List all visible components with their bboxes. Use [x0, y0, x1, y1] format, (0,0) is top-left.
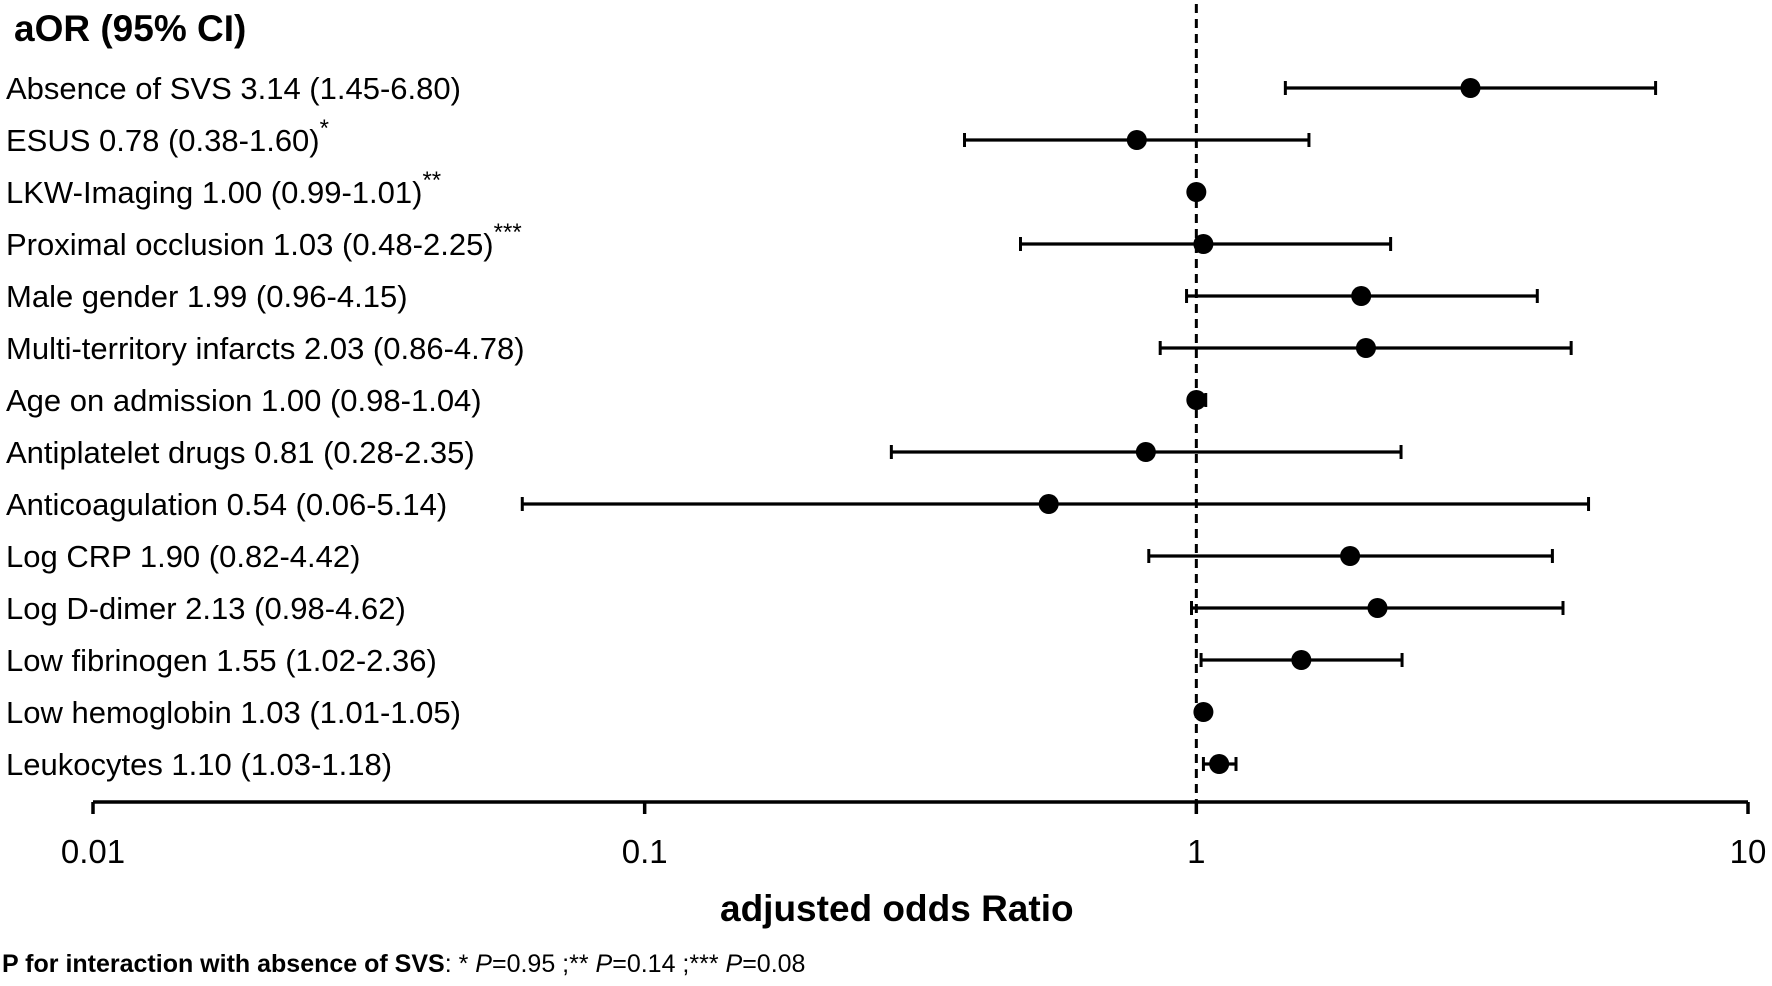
row-label: Anticoagulation 0.54 (0.06-5.14) — [6, 487, 447, 522]
x-tick-label: 1 — [1187, 833, 1205, 870]
point-estimate — [1193, 234, 1214, 254]
footnote-part-1-marker: : * — [444, 950, 476, 978]
row-labels: Absence of SVS 3.14 (1.45-6.80) ESUS 0.78… — [6, 71, 525, 782]
row-label: Low fibrinogen 1.55 (1.02-2.36) — [6, 643, 437, 678]
footnote-part-3-marker: ;*** — [675, 950, 726, 978]
chart-header: aOR (95% CI) — [14, 8, 247, 49]
row-label: Low hemoglobin 1.03 (1.01-1.05) — [6, 695, 461, 730]
footnote-part-3-p: P — [725, 950, 743, 978]
row-label: Log CRP 1.90 (0.82-4.42) — [6, 539, 360, 574]
plot-marks — [520, 4, 1658, 802]
point-estimate — [1351, 286, 1372, 306]
row-label: Proximal occlusion 1.03 (0.48-2.25)*** — [6, 219, 522, 262]
point-estimate — [1126, 130, 1147, 150]
point-estimate — [1355, 338, 1376, 358]
row-label: Antiplatelet drugs 0.81 (0.28-2.35) — [6, 435, 475, 470]
point-estimate — [1367, 598, 1388, 618]
point-estimate — [1193, 702, 1214, 722]
x-tick-label: 0.01 — [61, 833, 125, 870]
footnote-part-1-p: P — [475, 950, 492, 978]
row-label: Log D-dimer 2.13 (0.98-4.62) — [6, 591, 406, 626]
row-label-marker: ** — [422, 167, 441, 194]
row-label: ESUS 0.78 (0.38-1.60)* — [6, 115, 329, 158]
row-label: Multi-territory infarcts 2.03 (0.86-4.78… — [6, 331, 525, 366]
row-label: LKW-Imaging 1.00 (0.99-1.01)** — [6, 167, 441, 210]
point-estimate — [1209, 754, 1230, 774]
row-label: Absence of SVS 3.14 (1.45-6.80) — [6, 71, 461, 106]
row-label-marker: *** — [494, 219, 522, 246]
footnote-part-3-value: =0.08 — [742, 950, 806, 978]
footnote-lead: P for interaction with absence of SVS — [2, 950, 445, 978]
x-tick-label: 10 — [1730, 833, 1767, 870]
point-estimate — [1460, 78, 1481, 98]
x-axis: 0.01 0.1 1 10 — [61, 800, 1767, 870]
footnote: P for interaction with absence of SVS: *… — [2, 950, 805, 979]
row-label: Age on admission 1.00 (0.98-1.04) — [6, 383, 482, 418]
point-estimate — [1291, 650, 1312, 670]
point-estimate — [1186, 390, 1207, 410]
footnote-part-2-value: =0.14 — [612, 950, 676, 978]
point-estimate — [1340, 546, 1361, 566]
row-label: Male gender 1.99 (0.96-4.15) — [6, 279, 408, 314]
point-estimate — [1135, 442, 1156, 462]
point-estimate — [1038, 494, 1059, 514]
row-label-marker: * — [320, 115, 329, 142]
footnote-part-1-value: =0.95 — [491, 950, 556, 978]
x-tick-label: 0.1 — [622, 833, 668, 870]
x-axis-title: adjusted odds Ratio — [720, 888, 1074, 929]
footnote-part-2-marker: ;** — [555, 950, 596, 978]
footnote-part-2-p: P — [595, 950, 613, 978]
point-estimate — [1186, 182, 1207, 202]
row-label: Leukocytes 1.10 (1.03-1.18) — [6, 747, 392, 782]
